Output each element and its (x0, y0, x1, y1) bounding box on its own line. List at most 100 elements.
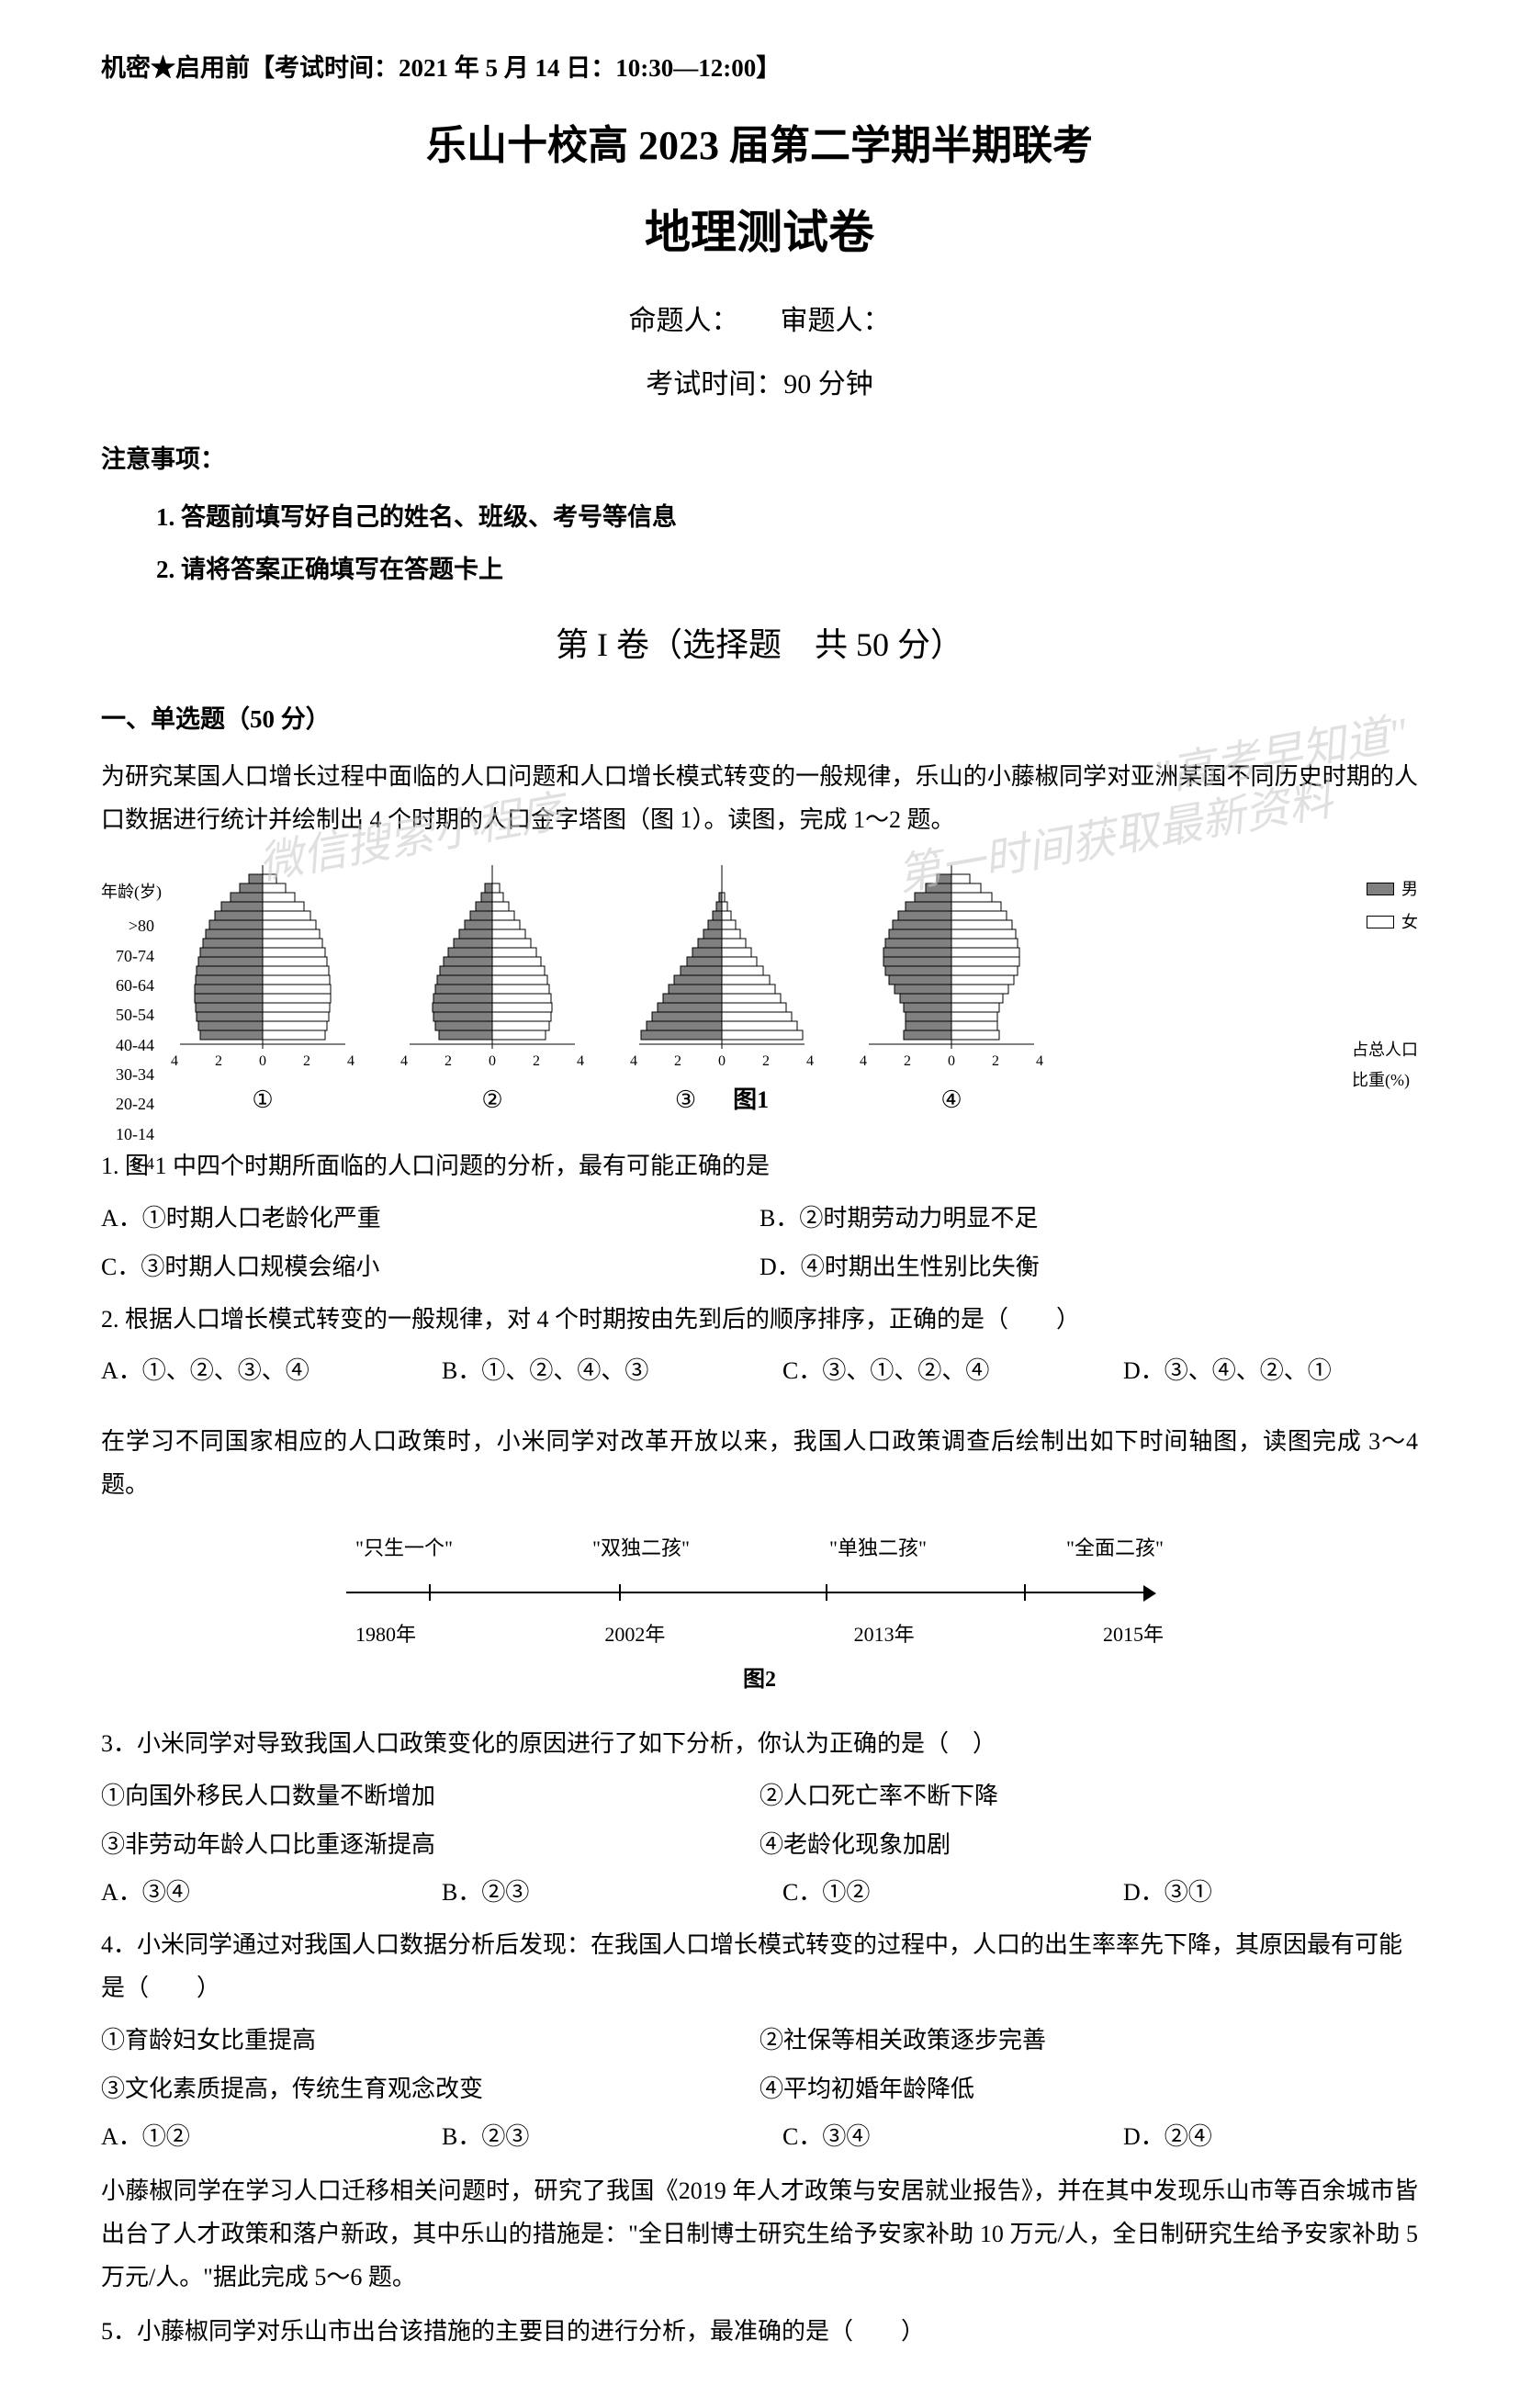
x-tick: 0 (948, 1049, 955, 1075)
x-tick: 4 (630, 1049, 637, 1075)
pyramid-group: 4 2 0 2 4 ① (162, 865, 1418, 1123)
q2-option-d: D．③、④、②、① (1123, 1350, 1418, 1393)
pyramid-4: 4 2 0 2 4 ④ (850, 865, 1052, 1123)
x-tick: 2 (674, 1049, 681, 1075)
pyramid-chart: 年龄(岁) >80 70-74 60-64 50-54 40-44 30-34 … (101, 865, 1418, 1123)
q3-sub-4: ④老龄化现象加剧 (760, 1824, 1418, 1867)
x-axis-label: 占总人口 比重(%) (1352, 1035, 1418, 1095)
q2-option-b: B．①、②、④、③ (442, 1350, 737, 1393)
pyramid-3: 4 2 0 2 4 ③ 图1 (621, 865, 823, 1123)
notice-item-2: 2. 请将答案正确填写在答题卡上 (156, 547, 1418, 592)
exam-time: 考试时间：90 分钟 (101, 360, 1418, 410)
timeline-label-1: "只生一个" (355, 1530, 453, 1567)
x-label-1: 占总人口 (1352, 1035, 1418, 1064)
figure-2-label: 图2 (346, 1660, 1173, 1700)
x-tick: 2 (303, 1049, 310, 1075)
q3-option-a: A．③④ (101, 1872, 396, 1915)
x-tick: 2 (904, 1049, 911, 1075)
timeline-tick (619, 1584, 621, 1601)
intro-paragraph-2: 在学习不同国家相应的人口政策时，小米同学对改革开放以来，我国人口政策调查后绘制出… (101, 1421, 1418, 1507)
notice-title: 注意事项： (101, 437, 1418, 482)
y-tick: 60-64 (116, 971, 154, 1000)
x-tick: 0 (718, 1049, 726, 1075)
x-label-2: 比重(%) (1352, 1065, 1418, 1095)
q3-sub-3: ③非劳动年龄人口比重逐渐提高 (101, 1824, 760, 1867)
male-swatch (1367, 883, 1394, 895)
y-axis-label: 年龄(岁) (101, 877, 162, 906)
pyramid-number-2: ② (481, 1079, 502, 1122)
y-tick: 30-34 (116, 1060, 154, 1089)
pyramid-1: 42024 ① (162, 865, 364, 1123)
x-tick: 4 (1036, 1049, 1043, 1075)
q5-stem: 5．小藤椒同学对乐山市出台该措施的主要目的进行分析，最准确的是（ ） (101, 2311, 1418, 2354)
sub-title: 地理测试卷 (101, 191, 1418, 274)
section-1-title: 第 I 卷（选择题 共 50 分） (101, 615, 1418, 675)
timeline-tick (429, 1584, 431, 1601)
y-tick: 10-14 (116, 1120, 154, 1149)
x-tick: 4 (400, 1049, 408, 1075)
q4-stem: 4．小米同学通过对我国人口数据分析后发现：在我国人口增长模式转变的过程中，人口的… (101, 1924, 1418, 2010)
q4-sub-2: ②社保等相关政策逐步完善 (760, 2020, 1418, 2063)
timeline-year-3: 2013年 (854, 1616, 915, 1653)
q3-option-c: C．①② (782, 1872, 1077, 1915)
timeline-chart: "只生一个" "双独二孩" "单独二孩" "全面二孩" 1980年 2002年 … (346, 1530, 1173, 1700)
figure-1-label: 图1 (733, 1079, 769, 1122)
y-tick: 40-44 (116, 1030, 154, 1060)
q4-option-c: C．③④ (782, 2116, 1077, 2159)
x-tick: 4 (806, 1049, 814, 1075)
x-tick: 2 (762, 1049, 770, 1075)
q4-sub-3: ③文化素质提高，传统生育观念改变 (101, 2068, 760, 2111)
pyramid-number-4: ④ (940, 1079, 962, 1122)
timeline-tick (826, 1584, 827, 1601)
q1-option-b: B．②时期劳动力明显不足 (760, 1198, 1418, 1241)
pyramid-2: 42024 ② (391, 865, 593, 1123)
x-tick: 4 (347, 1049, 354, 1075)
x-tick: 4 (577, 1049, 584, 1075)
timeline-year-2: 2002年 (604, 1616, 665, 1653)
q4-sub-4: ④平均初婚年龄降低 (760, 2068, 1418, 2111)
q3-option-b: B．②③ (442, 1872, 737, 1915)
timeline-year-1: 1980年 (355, 1616, 416, 1653)
y-tick: 0-4 (116, 1149, 154, 1178)
q4-sub-1: ①育龄妇女比重提高 (101, 2020, 760, 2063)
q1-option-c: C．③时期人口规模会缩小 (101, 1246, 760, 1289)
author-label: 命题人： (629, 306, 739, 336)
x-tick: 0 (489, 1049, 496, 1075)
q3-stem: 3．小米同学对导致我国人口政策变化的原因进行了如下分析，你认为正确的是（ ） (101, 1723, 1418, 1766)
confidential-header: 机密★启用前【考试时间：2021 年 5 月 14 日：10:30—12:00】 (101, 46, 1418, 91)
legend: 男 女 (1367, 874, 1418, 941)
x-tick: 2 (533, 1049, 540, 1075)
intro-paragraph-1: 为研究某国人口增长过程中面临的人口问题和人口增长模式转变的一般规律，乐山的小藤椒… (101, 756, 1418, 842)
intro-paragraph-3: 小藤椒同学在学习人口迁移相关问题时，研究了我国《2019 年人才政策与安居就业报… (101, 2170, 1418, 2299)
q1-option-d: D．④时期出生性别比失衡 (760, 1246, 1418, 1289)
q3-sub-2: ②人口死亡率不断下降 (760, 1775, 1418, 1818)
reviewer-label: 审题人： (781, 306, 891, 336)
author-line: 命题人： 审题人： (101, 297, 1418, 346)
y-axis: >80 70-74 60-64 50-54 40-44 30-34 20-24 … (116, 911, 162, 1095)
timeline-label-3: "单独二孩" (829, 1530, 927, 1567)
y-tick: 50-54 (116, 1000, 154, 1030)
timeline-arrow-icon (1143, 1585, 1156, 1602)
notice-item-1: 1. 答题前填写好自己的姓名、班级、考号等信息 (156, 495, 1418, 540)
legend-female: 女 (1401, 907, 1418, 937)
main-title: 乐山十校高 2023 届第二学期半期联考 (101, 109, 1418, 182)
x-tick: 4 (860, 1049, 867, 1075)
female-swatch (1367, 916, 1394, 928)
timeline-label-4: "全面二孩" (1066, 1530, 1164, 1567)
timeline-year-4: 2015年 (1103, 1616, 1164, 1653)
pyramid-number-3: ③ (675, 1079, 696, 1122)
x-tick: 2 (215, 1049, 222, 1075)
x-tick: 0 (259, 1049, 266, 1075)
x-tick: 2 (992, 1049, 999, 1075)
timeline-tick (1024, 1584, 1026, 1601)
q2-stem: 2. 根据人口增长模式转变的一般规律，对 4 个时期按由先到后的顺序排序，正确的… (101, 1299, 1418, 1342)
q2-option-c: C．③、①、②、④ (782, 1350, 1077, 1393)
q3-option-d: D．③① (1123, 1872, 1418, 1915)
y-tick: 20-24 (116, 1089, 154, 1119)
q4-option-d: D．②④ (1123, 2116, 1418, 2159)
timeline-label-2: "双独二孩" (592, 1530, 690, 1567)
y-tick: 70-74 (116, 941, 154, 971)
legend-male: 男 (1401, 874, 1418, 904)
q4-option-a: A．①② (101, 2116, 396, 2159)
pyramid-number-1: ① (252, 1079, 273, 1122)
